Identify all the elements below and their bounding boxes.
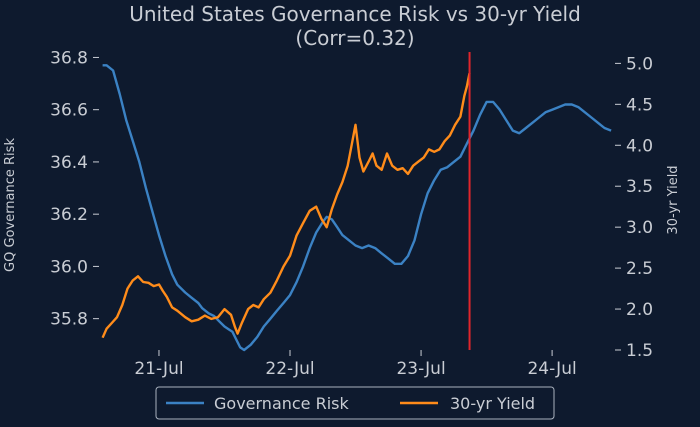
- governance-risk-line: [102, 64, 612, 352]
- y-left-tick-label: 36.4: [50, 153, 88, 173]
- x-tick-label: 23-Jul: [396, 359, 445, 379]
- y-right-tick-label: 2.0: [626, 300, 653, 320]
- legend-governance-label: Governance Risk: [214, 394, 350, 413]
- y-left-tick-label: 36.6: [50, 101, 88, 121]
- y-right-tick-label: 2.5: [626, 259, 653, 279]
- legend: Governance Risk 30-yr Yield: [155, 386, 555, 420]
- y-right-tick-label: 3.0: [626, 218, 653, 238]
- y-right-tick-label: 3.5: [626, 177, 653, 197]
- y-left-tick-label: 36.2: [50, 205, 88, 225]
- axes-layer: 35.8 36.0 36.2 36.4 36.6 36.8 1.5 2.0 2.5 3.0 3.5 4…: [50, 48, 653, 379]
- x-tick-label: 22-Jul: [265, 359, 314, 379]
- x-tick-label: 21-Jul: [134, 359, 183, 379]
- y-left-tick-label: 35.8: [50, 310, 88, 330]
- yield-line: [101, 72, 471, 339]
- legend-box: [155, 386, 555, 420]
- legend-yield-label: 30-yr Yield: [450, 394, 535, 413]
- y-axis-right-label: 30-yr Yield: [666, 165, 681, 234]
- y-right-tick-label: 5.0: [626, 54, 653, 74]
- chart-title: United States Governance Risk vs 30-yr Y…: [129, 2, 581, 26]
- y-axis-left-label: GQ Governance Risk: [3, 138, 18, 272]
- y-right-tick-label: 4.5: [626, 95, 653, 115]
- y-left-tick-label: 36.0: [50, 257, 88, 277]
- x-tick-label: 24-Jul: [527, 359, 576, 379]
- y-right-tick-label: 4.0: [626, 136, 653, 156]
- chart-subtitle: (Corr=0.32): [295, 26, 414, 50]
- series-layer: [101, 52, 612, 352]
- y-right-tick-label: 1.5: [626, 341, 653, 361]
- y-left-tick-label: 36.8: [50, 48, 88, 68]
